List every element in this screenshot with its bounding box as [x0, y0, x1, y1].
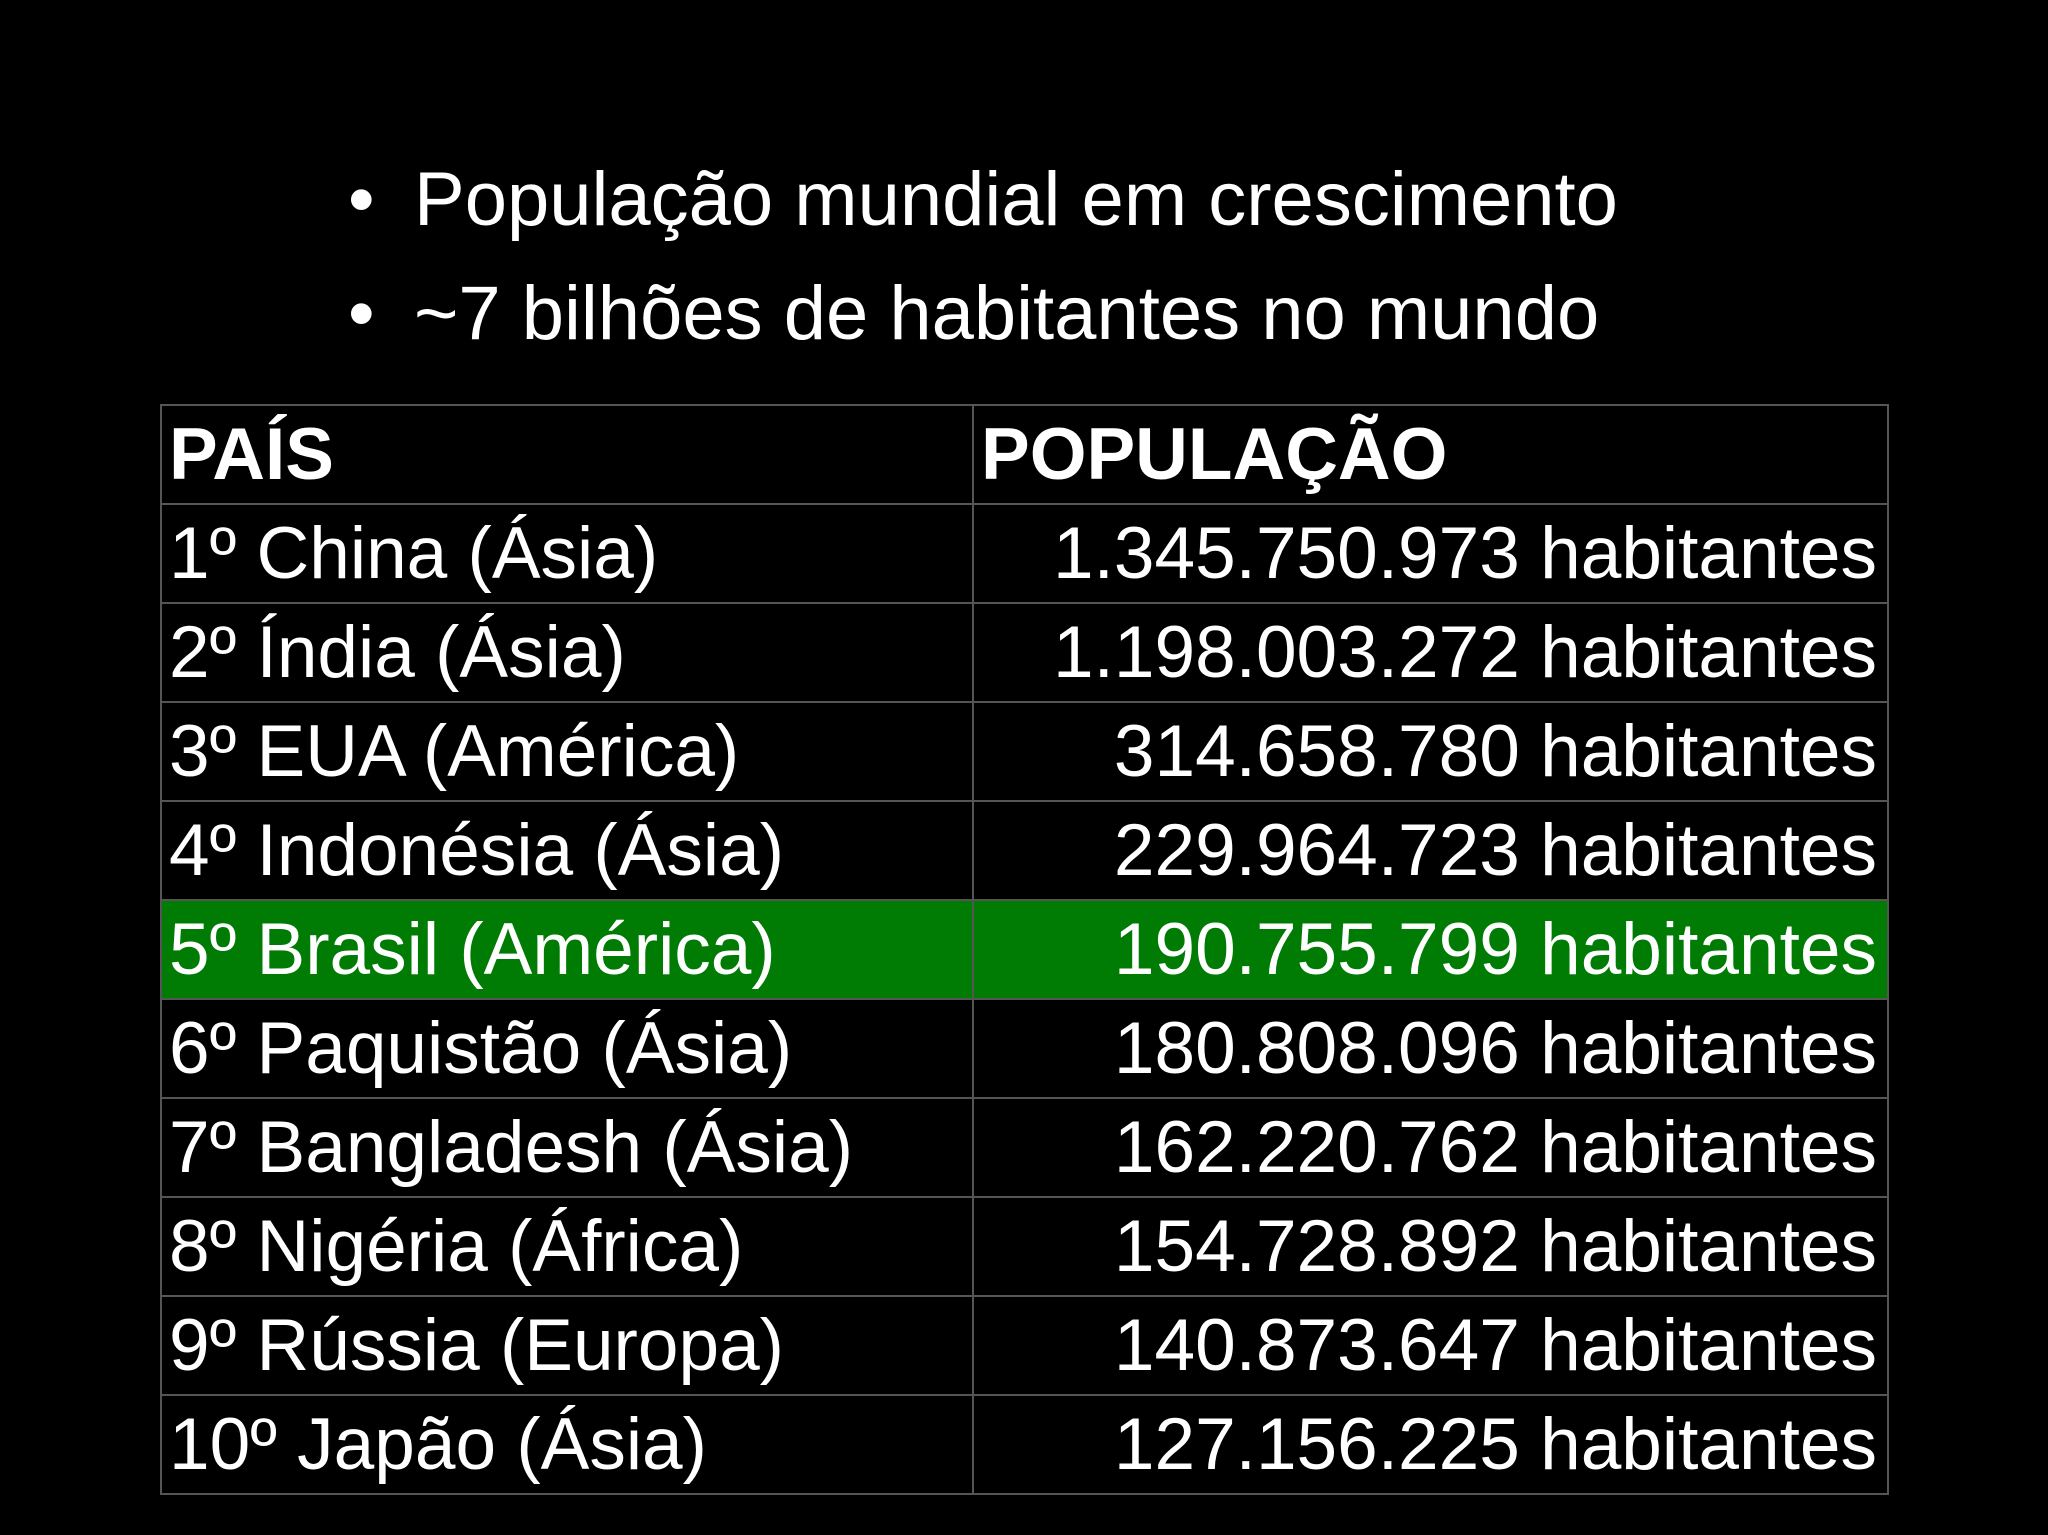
table-row-highlighted: 5º Brasil (América) 190.755.799 habitant…	[160, 899, 1889, 1000]
table-row: 4º Indonésia (Ásia) 229.964.723 habitant…	[160, 800, 1889, 901]
bullet-icon: •	[348, 271, 375, 356]
population-cell: 314.658.780 habitantes	[972, 701, 1889, 802]
header-country: PAÍS	[160, 404, 974, 505]
table-row: 1º China (Ásia) 1.345.750.973 habitantes	[160, 503, 1889, 604]
country-cell: 2º Índia (Ásia)	[160, 602, 974, 703]
bullet-text: População mundial em crescimento	[414, 157, 1618, 242]
country-cell: 8º Nigéria (África)	[160, 1196, 974, 1297]
population-cell: 127.156.225 habitantes	[972, 1394, 1889, 1495]
country-cell: 6º Paquistão (Ásia)	[160, 998, 974, 1099]
bullet-icon: •	[348, 157, 375, 242]
population-cell: 229.964.723 habitantes	[972, 800, 1889, 901]
table-row: 7º Bangladesh (Ásia) 162.220.762 habitan…	[160, 1097, 1889, 1198]
country-cell: 3º EUA (América)	[160, 701, 974, 802]
population-cell: 1.345.750.973 habitantes	[972, 503, 1889, 604]
country-cell: 10º Japão (Ásia)	[160, 1394, 974, 1495]
country-cell: 7º Bangladesh (Ásia)	[160, 1097, 974, 1198]
country-cell: 9º Rússia (Europa)	[160, 1295, 974, 1396]
country-cell: 4º Indonésia (Ásia)	[160, 800, 974, 901]
header-population: POPULAÇÃO	[972, 404, 1889, 505]
table-row: 2º Índia (Ásia) 1.198.003.272 habitantes	[160, 602, 1889, 703]
table-header-row: PAÍS POPULAÇÃO	[160, 404, 1889, 505]
population-table: PAÍS POPULAÇÃO 1º China (Ásia) 1.345.750…	[160, 404, 1889, 1495]
population-cell: 1.198.003.272 habitantes	[972, 602, 1889, 703]
bullet-item: • População mundial em crescimento	[348, 150, 1618, 250]
bullet-item: • ~7 bilhões de habitantes no mundo	[348, 264, 1599, 364]
table-row: 3º EUA (América) 314.658.780 habitantes	[160, 701, 1889, 802]
country-cell: 1º China (Ásia)	[160, 503, 974, 604]
table-row: 8º Nigéria (África) 154.728.892 habitant…	[160, 1196, 1889, 1297]
bullet-text: ~7 bilhões de habitantes no mundo	[414, 271, 1600, 356]
country-cell: 5º Brasil (América)	[160, 899, 974, 1000]
population-cell: 140.873.647 habitantes	[972, 1295, 1889, 1396]
table-row: 6º Paquistão (Ásia) 180.808.096 habitant…	[160, 998, 1889, 1099]
table-row: 10º Japão (Ásia) 127.156.225 habitantes	[160, 1394, 1889, 1495]
population-cell: 190.755.799 habitantes	[972, 899, 1889, 1000]
population-cell: 180.808.096 habitantes	[972, 998, 1889, 1099]
population-cell: 154.728.892 habitantes	[972, 1196, 1889, 1297]
population-cell: 162.220.762 habitantes	[972, 1097, 1889, 1198]
table-row: 9º Rússia (Europa) 140.873.647 habitante…	[160, 1295, 1889, 1396]
